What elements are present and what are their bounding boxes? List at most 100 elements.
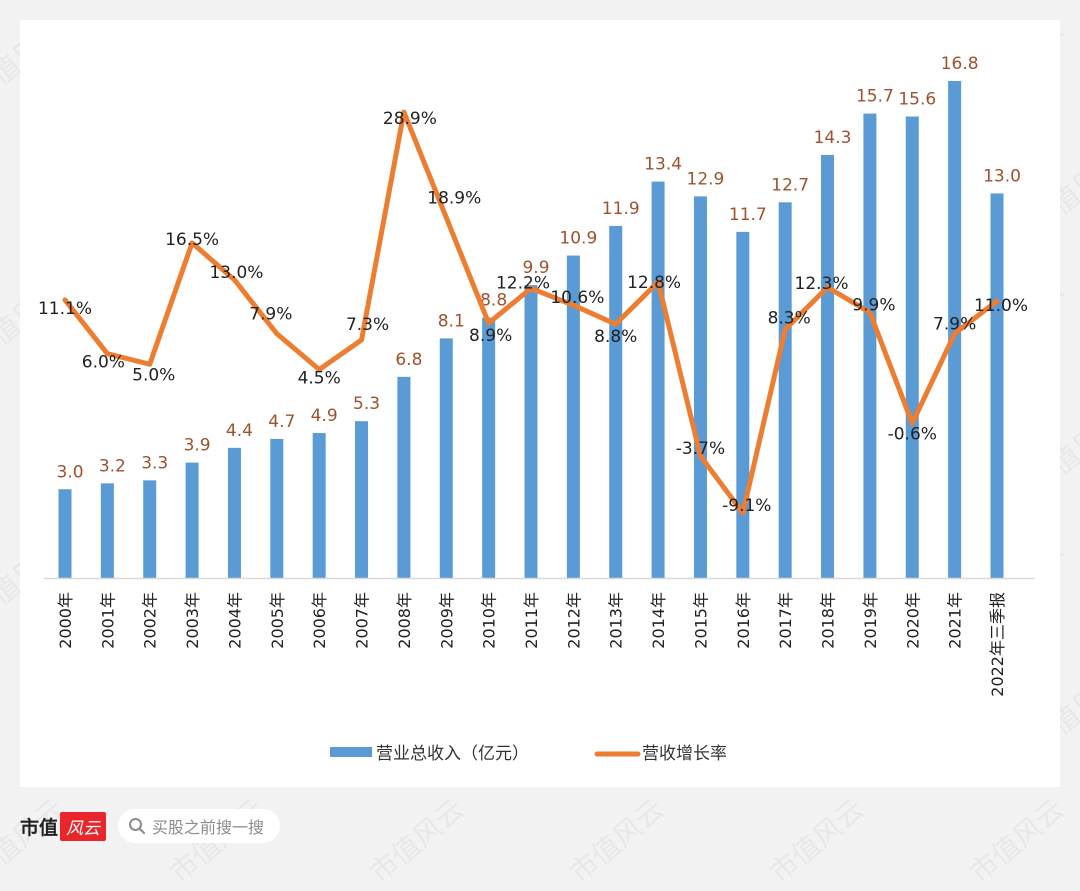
- bar-data-label: 15.7: [856, 87, 894, 107]
- bar-data-label: 12.9: [687, 169, 725, 189]
- legend-bar-label: 营业总收入（亿元）: [376, 744, 529, 764]
- bar: [355, 421, 369, 578]
- revenue-growth-chart: 3.0 3.2 3.3 3.9 4.4 4.7 4.9 5.3 6.8 8.1 8.8 9.9 10.9…: [38, 54, 1035, 764]
- line-data-label: 7.3%: [346, 315, 389, 335]
- brand-logo-badge: 风云: [60, 811, 107, 841]
- bar-data-label: 15.6: [898, 90, 936, 110]
- line-data-label: 5.0%: [132, 365, 175, 385]
- line-data-label: 9.9%: [852, 296, 895, 316]
- bar: [524, 285, 538, 578]
- bar-data-label: 13.0: [983, 166, 1021, 186]
- bar: [905, 116, 919, 578]
- legend-bar-swatch: [330, 747, 372, 757]
- line-data-label: 7.9%: [933, 315, 976, 335]
- x-tick-label: 2016年: [734, 592, 753, 649]
- x-tick-label: 2005年: [268, 592, 287, 649]
- bar: [821, 154, 835, 579]
- x-tick-label: 2018年: [819, 592, 838, 649]
- x-axis-tick-labels: 2000年 2001年 2002年 2003年 2004年 2005年 2006年 2007年…: [56, 592, 1007, 697]
- bar-data-label: 5.3: [353, 394, 380, 414]
- bar: [397, 376, 411, 578]
- line-data-label: 18.9%: [427, 189, 481, 209]
- x-tick-label: 2008年: [395, 592, 414, 649]
- line-data-label: -3.7%: [676, 439, 725, 459]
- line-data-label: 12.3%: [795, 274, 849, 294]
- bar: [990, 193, 1004, 578]
- bar-data-labels: 3.0 3.2 3.3 3.9 4.4 4.7 4.9 5.3 6.8 8.1 8.8 9.9 10.9…: [56, 54, 1020, 482]
- line-series: [62, 109, 1000, 516]
- bar-data-label: 3.3: [141, 453, 168, 473]
- bar: [58, 489, 72, 578]
- line-data-label: 12.2%: [496, 273, 550, 293]
- line-data-label: 10.6%: [550, 288, 604, 308]
- bar: [566, 255, 580, 578]
- line-data-label: 4.5%: [298, 369, 341, 389]
- x-tick-label: 2020年: [903, 592, 922, 649]
- bar: [651, 181, 665, 579]
- bar: [185, 462, 199, 578]
- x-tick-label: 2013年: [607, 592, 626, 649]
- x-tick-label: 2019年: [861, 592, 880, 649]
- bar-data-label: 10.9: [559, 229, 597, 249]
- bar: [312, 433, 326, 578]
- search-placeholder: 买股之前搜一搜: [152, 818, 265, 837]
- line-data-label: 8.8%: [594, 327, 637, 347]
- line-data-labels: 11.1% 6.0% 5.0% 16.5% 13.0% 7.9% 4.5% 7.3% 28.9%…: [38, 109, 1028, 516]
- line-data-label: 11.0%: [974, 296, 1028, 316]
- x-tick-label: 2022年三季报: [988, 592, 1007, 697]
- brand-logo-text: 市值: [20, 816, 59, 839]
- x-tick-label: 2012年: [564, 592, 583, 649]
- footer-bar: 市值 风云 买股之前搜一搜: [20, 806, 281, 846]
- bar: [143, 480, 157, 578]
- x-tick-label: 2009年: [437, 592, 456, 649]
- bar-data-label: 3.2: [99, 456, 126, 476]
- bar: [609, 225, 623, 579]
- bar-series: [58, 81, 1004, 579]
- x-tick-label: 2017年: [776, 592, 795, 649]
- line-data-label: 6.0%: [82, 353, 125, 373]
- x-tick-label: 2021年: [946, 592, 965, 649]
- x-tick-label: 2000年: [56, 592, 75, 649]
- legend-line-label: 营收增长率: [642, 744, 727, 764]
- line-data-label: 16.5%: [165, 230, 219, 250]
- line-data-label: 28.9%: [383, 109, 437, 129]
- bar: [778, 202, 792, 578]
- x-tick-label: 2002年: [141, 592, 160, 649]
- x-tick-label: 2011年: [522, 592, 541, 649]
- bar-data-label: 6.8: [395, 350, 422, 370]
- search-box[interactable]: 买股之前搜一搜: [118, 809, 281, 843]
- bar: [227, 447, 241, 578]
- bar-data-label: 4.4: [226, 421, 253, 441]
- bar: [736, 231, 750, 578]
- bar: [100, 483, 114, 578]
- bar-data-label: 11.7: [729, 205, 767, 225]
- chart-card: 3.0 3.2 3.3 3.9 4.4 4.7 4.9 5.3 6.8 8.1 8.8 9.9 10.9…: [20, 20, 1060, 787]
- x-tick-label: 2001年: [98, 592, 117, 649]
- bar-data-label: 13.4: [644, 155, 682, 175]
- x-tick-label: 2004年: [225, 592, 244, 649]
- x-tick-label: 2014年: [649, 592, 668, 649]
- x-tick-label: 2003年: [183, 592, 202, 649]
- bar-data-label: 3.0: [56, 462, 83, 482]
- bar: [270, 438, 284, 578]
- bar: [482, 317, 496, 578]
- bar-data-label: 8.1: [438, 311, 465, 331]
- x-tick-label: 2006年: [310, 592, 329, 649]
- bar: [693, 196, 707, 578]
- bar-data-label: 8.8: [480, 291, 507, 311]
- bar-data-label: 9.9: [522, 258, 549, 278]
- search-icon: [128, 817, 146, 835]
- bar-data-label: 4.9: [311, 406, 338, 426]
- bar-data-label: 16.8: [941, 54, 979, 74]
- line-data-label: 7.9%: [249, 305, 292, 325]
- line-data-label: -0.6%: [888, 424, 937, 444]
- bar-data-label: 11.9: [602, 199, 640, 219]
- bar-data-label: 14.3: [814, 128, 852, 148]
- line-data-label: 13.0%: [209, 263, 263, 283]
- x-tick-label: 2015年: [691, 592, 710, 649]
- line-data-label: 8.3%: [768, 308, 811, 328]
